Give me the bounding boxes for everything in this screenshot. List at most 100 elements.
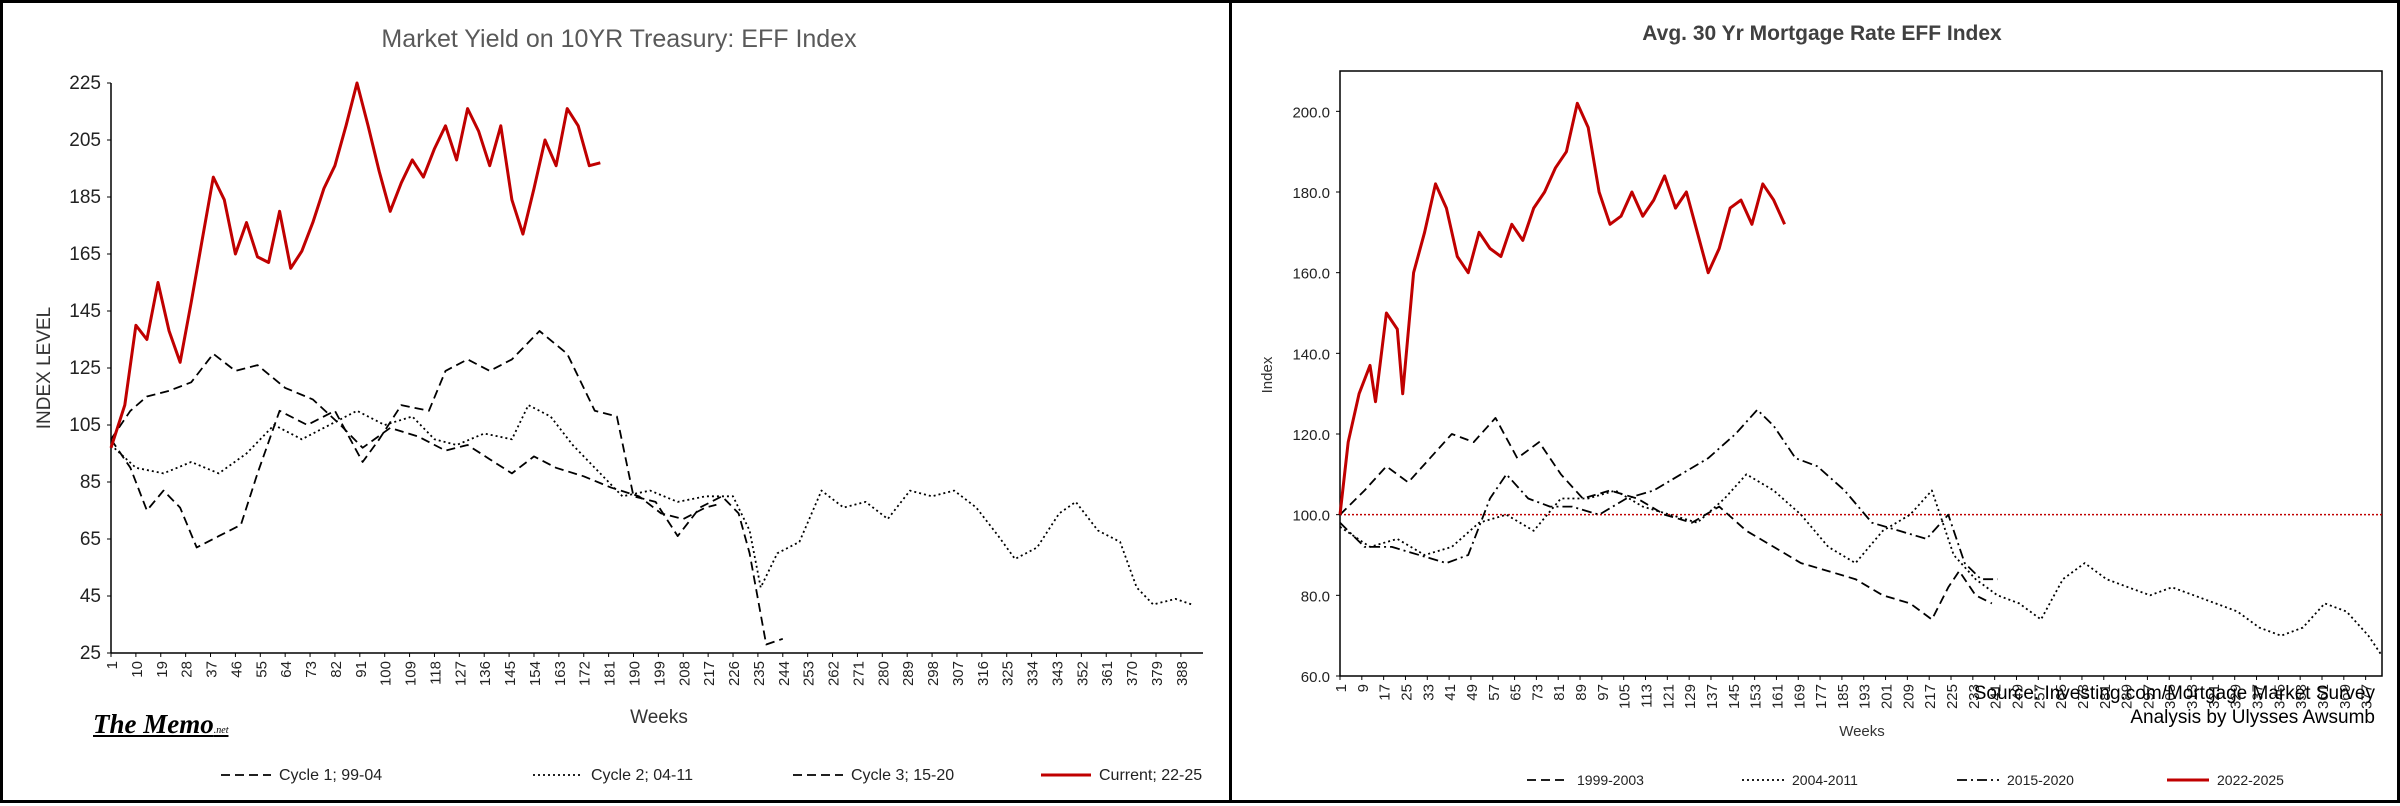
x-tick-label: 305	[2162, 684, 2179, 709]
y-tick-label: 120.0	[1292, 427, 1330, 444]
y-tick-label: 205	[69, 130, 101, 151]
legend-label-3: Cycle 3; 15-20	[851, 767, 954, 784]
source-text: Source: Investing.com/Mortgage Market Su…	[1973, 683, 2375, 704]
x-tick-label: 172	[577, 661, 594, 686]
y-tick-label: 60.0	[1301, 669, 1330, 686]
x-tick-label: 271	[850, 661, 867, 686]
legend-label-2: 2004-2011	[1792, 772, 1858, 788]
x-tick-label: 289	[2119, 684, 2136, 709]
logo-suffix: .net	[213, 725, 229, 736]
y-tick-label: 225	[69, 73, 101, 94]
right-chart-panel: Avg. 30 Yr Mortgage Rate EFF Index 200.0 1…	[1229, 0, 2400, 803]
x-tick-label: 249	[2009, 684, 2026, 709]
y-tick-label: 45	[80, 586, 101, 607]
x-tick-label: 113	[1639, 684, 1656, 708]
x-tick-label: 225	[1944, 684, 1961, 709]
y-tick-label: 65	[80, 529, 101, 550]
x-tick-label: 377	[2359, 684, 2376, 709]
x-tick-label: 337	[2250, 684, 2267, 709]
x-tick-label: 329	[2228, 684, 2245, 709]
y-tick-label: 165	[69, 244, 101, 265]
x-tick-label: 37	[204, 661, 221, 678]
y-axis-label: INDEX LEVEL	[34, 307, 55, 430]
x-tick-label: 136	[477, 661, 494, 686]
x-tick-label: 127	[452, 661, 469, 686]
legend-label-3: 2015-2020	[2007, 772, 2074, 788]
x-tick-label: 257	[2031, 684, 2048, 709]
x-tick-label: 199	[651, 661, 668, 686]
x-tick-label: 82	[328, 661, 345, 678]
x-tick-label: 177	[1813, 684, 1830, 709]
x-tick-label: 307	[950, 661, 967, 686]
x-tick-label: 9	[1355, 684, 1372, 692]
x-tick-label: 28	[179, 661, 196, 678]
series-line-1	[1339, 417, 1993, 621]
x-tick-label: 361	[2315, 684, 2332, 709]
x-tick-label: 89	[1573, 684, 1590, 701]
y-tick-label: 105	[69, 415, 101, 436]
series-line-3	[1339, 408, 1998, 581]
x-tick-label: 369	[2337, 684, 2354, 709]
x-tick-label: 298	[925, 661, 942, 686]
x-tick-label: 46	[228, 661, 245, 678]
x-tick-label: 185	[1835, 684, 1852, 709]
x-tick-label: 10	[129, 661, 146, 678]
x-tick-label: 154	[527, 661, 544, 686]
logo: The Memo.net	[93, 709, 228, 740]
x-tick-label: 1	[104, 661, 121, 669]
x-tick-label: 388	[1174, 661, 1191, 686]
x-tick-label: 343	[1049, 661, 1066, 686]
x-tick-label: 81	[1551, 684, 1568, 701]
y-tick-label: 160.0	[1292, 266, 1330, 283]
x-tick-label: 1	[1333, 684, 1350, 692]
series-line-2	[1339, 473, 2383, 657]
x-tick-label: 289	[900, 661, 917, 686]
legend-label-2: Cycle 2; 04-11	[591, 767, 693, 784]
legend-label-1: 1999-2003	[1577, 772, 1644, 788]
x-tick-label: 209	[1900, 684, 1917, 709]
analysis-credit: Analysis by Ulysses Awsumb	[2130, 707, 2375, 728]
series-line-4	[109, 81, 601, 449]
series-line-3	[110, 330, 784, 646]
x-tick-label: 73	[303, 661, 320, 678]
left-chart-panel: Market Yield on 10YR Treasury: EFF Index…	[0, 0, 1232, 803]
x-tick-label: 265	[2053, 684, 2070, 709]
x-tick-label: 129	[1682, 684, 1699, 709]
x-tick-label: 241	[1988, 684, 2005, 709]
y-tick-label: 180.0	[1292, 185, 1330, 202]
series-line-1	[110, 352, 717, 520]
y-tick-label: 80.0	[1301, 588, 1330, 605]
x-tick-label: 379	[1149, 661, 1166, 686]
x-tick-label: 325	[1000, 661, 1017, 686]
y-tick-label: 125	[69, 358, 101, 379]
x-tick-label: 280	[875, 661, 892, 686]
x-tick-label: 25	[1398, 684, 1415, 701]
x-tick-label: 109	[403, 661, 420, 686]
chart-title: Market Yield on 10YR Treasury: EFF Index	[381, 25, 857, 53]
x-tick-label: 100	[378, 661, 395, 686]
series-line-2	[110, 404, 1193, 606]
x-tick-label: 273	[2075, 684, 2092, 709]
x-tick-label: 91	[353, 661, 370, 678]
x-tick-label: 361	[1099, 661, 1116, 686]
x-tick-label: 121	[1660, 684, 1677, 709]
x-tick-label: 352	[1074, 661, 1091, 686]
x-tick-label: 281	[2097, 684, 2114, 709]
x-tick-label: 235	[751, 661, 768, 686]
x-tick-label: 55	[253, 661, 270, 678]
legend-label-1: Cycle 1; 99-04	[279, 767, 382, 784]
y-tick-label: 140.0	[1292, 346, 1330, 363]
x-tick-label: 316	[975, 661, 992, 686]
x-tick-label: 353	[2293, 684, 2310, 709]
x-tick-label: 370	[1124, 661, 1141, 686]
x-tick-label: 33	[1420, 684, 1437, 701]
legend-label-4: 2022-2025	[2217, 772, 2284, 788]
x-tick-label: 145	[1726, 684, 1743, 709]
y-axis-label: Index	[1259, 356, 1276, 393]
x-tick-label: 19	[154, 661, 171, 678]
legend-label-4: Current; 22-25	[1099, 767, 1202, 784]
x-tick-label: 97	[1595, 684, 1612, 701]
y-tick-label: 85	[80, 472, 101, 493]
series-line-4	[1338, 101, 1786, 515]
x-tick-label: 41	[1442, 684, 1459, 701]
